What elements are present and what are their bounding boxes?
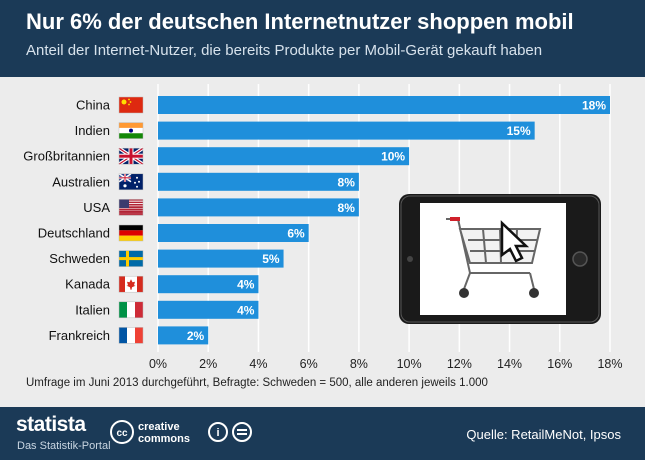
x-tick-label: 10%	[397, 357, 422, 371]
bar-value-label: 5%	[262, 252, 280, 266]
bar	[158, 249, 284, 268]
category-label: Großbritannien	[23, 149, 110, 164]
statista-logo: statista	[16, 413, 86, 436]
flag-india-icon	[118, 122, 144, 139]
x-tick-label: 14%	[497, 357, 522, 371]
bar-value-label: 2%	[187, 329, 205, 343]
svg-text:i: i	[216, 427, 219, 439]
flag-germany-icon	[118, 224, 144, 242]
category-label: Schweden	[49, 251, 110, 266]
bar-value-label: 6%	[287, 227, 305, 241]
flag-france-icon	[118, 327, 144, 344]
flag-uk-icon	[118, 146, 144, 166]
survey-note: Umfrage im Juni 2013 durchgeführt, Befra…	[26, 377, 488, 389]
category-label: China	[76, 98, 111, 113]
bar-value-label: 8%	[338, 175, 356, 189]
flag-usa-icon	[118, 199, 144, 216]
statista-tagline: Das Statistik-Portal	[17, 440, 111, 452]
svg-text:creative: creative	[138, 421, 180, 433]
bar	[158, 121, 535, 140]
svg-text:cc: cc	[116, 428, 128, 439]
x-tick-label: 8%	[350, 357, 368, 371]
bar	[158, 275, 259, 294]
bar	[158, 326, 209, 345]
page-title: Nur 6% der deutschen Internetnutzer shop…	[26, 9, 574, 34]
tablet-shopping-cart-icon	[399, 194, 601, 324]
flag-canada-icon	[118, 275, 144, 293]
footer-banner	[0, 407, 645, 460]
bar	[158, 198, 359, 217]
bar	[158, 300, 259, 319]
page-subtitle: Anteil der Internet-Nutzer, die bereits …	[26, 42, 543, 59]
bar-value-label: 18%	[582, 99, 606, 113]
x-tick-label: 16%	[547, 357, 572, 371]
cc-by-icon	[208, 422, 228, 442]
cc-nd-icon	[232, 422, 252, 442]
x-tick-label: 4%	[249, 357, 267, 371]
bar-value-label: 8%	[338, 201, 356, 215]
flag-australia-icon	[118, 173, 144, 191]
bar-value-label: 4%	[237, 278, 255, 292]
flag-sweden-icon	[118, 250, 144, 267]
svg-text:commons: commons	[138, 433, 190, 445]
category-label: Frankreich	[49, 328, 110, 343]
header-banner	[0, 0, 645, 77]
source-credit: Quelle: RetailMeNot, Ipsos	[466, 427, 621, 442]
x-tick-label: 2%	[199, 357, 217, 371]
bar-value-label: 10%	[381, 150, 405, 164]
x-tick-label: 18%	[597, 357, 622, 371]
category-label: Indien	[75, 123, 110, 138]
x-tick-label: 12%	[447, 357, 472, 371]
category-label: Italien	[75, 302, 110, 317]
bar	[158, 172, 359, 191]
bar	[158, 147, 410, 166]
category-label: Kanada	[65, 277, 111, 292]
creative-commons-logo: cc creative commons i	[110, 420, 252, 445]
flag-italy-icon	[118, 301, 144, 319]
bar-value-label: 4%	[237, 303, 255, 317]
category-label: USA	[83, 200, 110, 215]
flag-china-icon	[118, 96, 144, 114]
x-tick-label: 0%	[149, 357, 167, 371]
category-label: Australien	[52, 174, 110, 189]
bar-value-label: 15%	[507, 124, 531, 138]
bar	[158, 224, 309, 242]
bar	[158, 96, 610, 114]
x-tick-label: 6%	[300, 357, 318, 371]
category-label: Deutschland	[38, 226, 110, 241]
